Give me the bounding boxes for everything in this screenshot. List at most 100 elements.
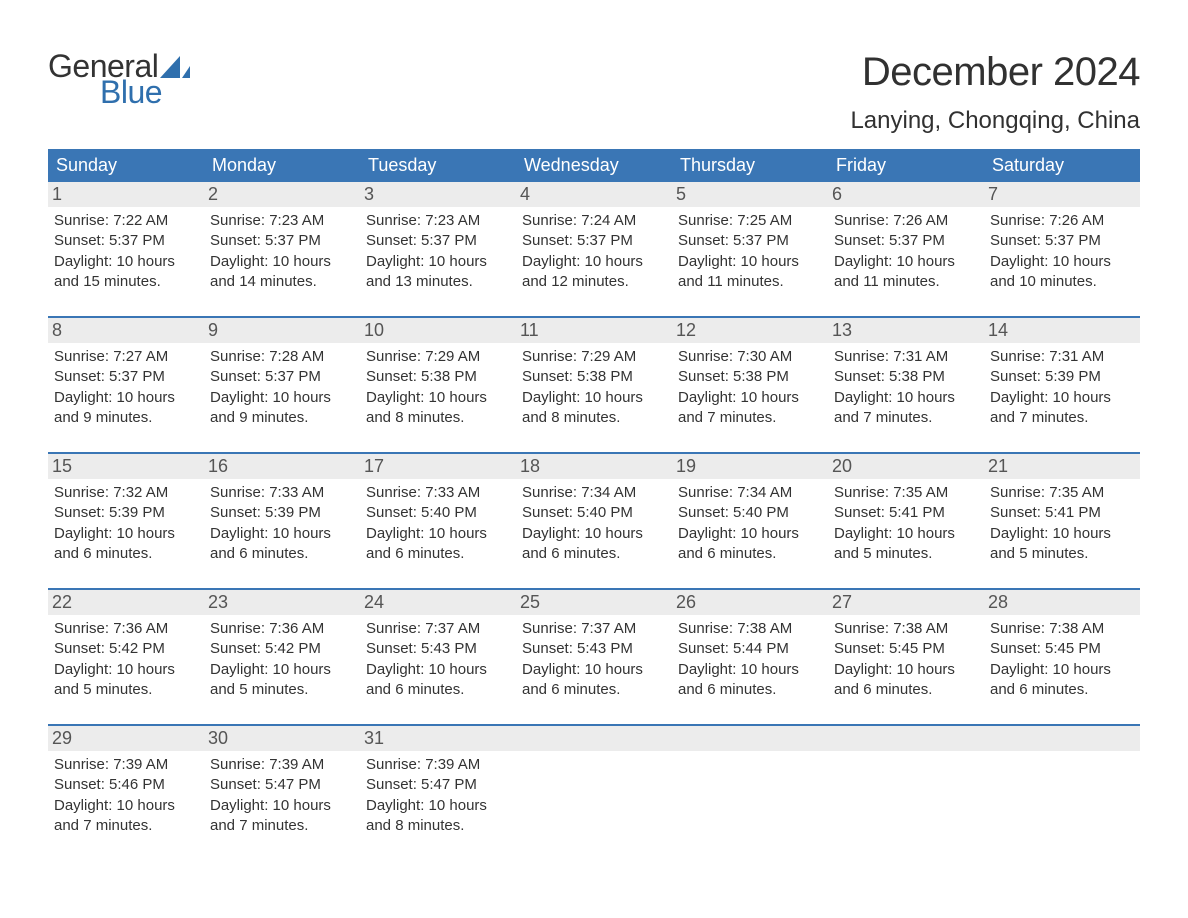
calendar-day: 28Sunrise: 7:38 AMSunset: 5:45 PMDayligh… (984, 590, 1140, 710)
day-details: Sunrise: 7:39 AMSunset: 5:47 PMDaylight:… (364, 755, 512, 836)
calendar: SundayMondayTuesdayWednesdayThursdayFrid… (48, 149, 1140, 846)
day-number: 15 (48, 454, 204, 479)
daylight-line: Daylight: 10 hours and 7 minutes. (990, 388, 1136, 429)
calendar-day: 20 Sunrise: 7:35 AMSunset: 5:41 PMDayligh… (828, 454, 984, 574)
weekday-header: Sunday (48, 149, 204, 182)
calendar-day: 6 Sunrise: 7:26 AMSunset: 5:37 PMDaylight… (828, 182, 984, 302)
sunrise-line: Sunrise: 7:33 AM (210, 483, 356, 503)
daylight-line: Daylight: 10 hours and 6 minutes. (990, 660, 1136, 701)
sunrise-line: Sunrise: 7:22 AM (54, 211, 200, 231)
sunset-line: Sunset: 5:45 PM (990, 639, 1136, 659)
sunset-line: Sunset: 5:45 PM (834, 639, 980, 659)
daylight-line: Daylight: 10 hours and 7 minutes. (210, 796, 356, 837)
weekday-header: Wednesday (516, 149, 672, 182)
day-details: Sunrise: 7:37 AMSunset: 5:43 PMDaylight:… (364, 619, 512, 700)
sunrise-line: Sunrise: 7:30 AM (678, 347, 824, 367)
calendar-day: 31 Sunrise: 7:39 AMSunset: 5:47 PMDayligh… (360, 726, 516, 846)
day-details: Sunrise: 7:23 AMSunset: 5:37 PMDaylight:… (364, 211, 512, 292)
calendar-day: 18Sunrise: 7:34 AMSunset: 5:40 PMDayligh… (516, 454, 672, 574)
sunrise-line: Sunrise: 7:36 AM (210, 619, 356, 639)
calendar-day: 11Sunrise: 7:29 AMSunset: 5:38 PMDayligh… (516, 318, 672, 438)
page-title: December 2024 (850, 50, 1140, 95)
daylight-line: Daylight: 10 hours and 5 minutes. (210, 660, 356, 701)
day-details: Sunrise: 7:29 AMSunset: 5:38 PMDaylight:… (520, 347, 668, 428)
sunset-line: Sunset: 5:43 PM (366, 639, 512, 659)
sunrise-line: Sunrise: 7:38 AM (834, 619, 980, 639)
daylight-line: Daylight: 10 hours and 8 minutes. (366, 388, 512, 429)
sunrise-line: Sunrise: 7:37 AM (522, 619, 668, 639)
day-details: Sunrise: 7:34 AMSunset: 5:40 PMDaylight:… (520, 483, 668, 564)
day-details: Sunrise: 7:35 AMSunset: 5:41 PMDaylight:… (832, 483, 980, 564)
day-details: Sunrise: 7:39 AMSunset: 5:46 PMDaylight:… (52, 755, 200, 836)
day-number: 24 (360, 590, 516, 615)
day-number: 2 (204, 182, 360, 207)
day-details: Sunrise: 7:37 AMSunset: 5:43 PMDaylight:… (520, 619, 668, 700)
day-number: 20 (828, 454, 984, 479)
sunrise-line: Sunrise: 7:29 AM (522, 347, 668, 367)
calendar-day: 21Sunrise: 7:35 AMSunset: 5:41 PMDayligh… (984, 454, 1140, 574)
day-number: 21 (984, 454, 1140, 479)
daylight-line: Daylight: 10 hours and 6 minutes. (834, 660, 980, 701)
sunset-line: Sunset: 5:46 PM (54, 775, 200, 795)
daylight-line: Daylight: 10 hours and 6 minutes. (678, 524, 824, 565)
day-details: Sunrise: 7:34 AMSunset: 5:40 PMDaylight:… (676, 483, 824, 564)
day-number (828, 726, 984, 751)
sunrise-line: Sunrise: 7:39 AM (366, 755, 512, 775)
day-number: 31 (360, 726, 516, 751)
day-details: Sunrise: 7:36 AMSunset: 5:42 PMDaylight:… (208, 619, 356, 700)
calendar-day: 4 Sunrise: 7:24 AMSunset: 5:37 PMDaylight… (516, 182, 672, 302)
day-details: Sunrise: 7:33 AMSunset: 5:39 PMDaylight:… (208, 483, 356, 564)
day-details: Sunrise: 7:24 AMSunset: 5:37 PMDaylight:… (520, 211, 668, 292)
sunset-line: Sunset: 5:38 PM (522, 367, 668, 387)
weekday-header: Friday (828, 149, 984, 182)
sunset-line: Sunset: 5:38 PM (678, 367, 824, 387)
sunset-line: Sunset: 5:37 PM (54, 231, 200, 251)
logo: General Blue (48, 50, 190, 108)
day-number: 8 (48, 318, 204, 343)
sunset-line: Sunset: 5:37 PM (678, 231, 824, 251)
day-details: Sunrise: 7:26 AMSunset: 5:37 PMDaylight:… (832, 211, 980, 292)
sunrise-line: Sunrise: 7:26 AM (834, 211, 980, 231)
calendar-day: 10Sunrise: 7:29 AMSunset: 5:38 PMDayligh… (360, 318, 516, 438)
week-row: 15Sunrise: 7:32 AMSunset: 5:39 PMDayligh… (48, 452, 1140, 574)
sunrise-line: Sunrise: 7:31 AM (834, 347, 980, 367)
daylight-line: Daylight: 10 hours and 11 minutes. (678, 252, 824, 293)
daylight-line: Daylight: 10 hours and 6 minutes. (210, 524, 356, 565)
daylight-line: Daylight: 10 hours and 9 minutes. (210, 388, 356, 429)
sunrise-line: Sunrise: 7:33 AM (366, 483, 512, 503)
day-number: 5 (672, 182, 828, 207)
calendar-day: 24 Sunrise: 7:37 AMSunset: 5:43 PMDayligh… (360, 590, 516, 710)
day-number: 4 (516, 182, 672, 207)
sunset-line: Sunset: 5:39 PM (210, 503, 356, 523)
sunset-line: Sunset: 5:38 PM (834, 367, 980, 387)
day-number: 25 (516, 590, 672, 615)
sunrise-line: Sunrise: 7:31 AM (990, 347, 1136, 367)
day-details: Sunrise: 7:31 AMSunset: 5:38 PMDaylight:… (832, 347, 980, 428)
day-number: 3 (360, 182, 516, 207)
daylight-line: Daylight: 10 hours and 5 minutes. (54, 660, 200, 701)
calendar-day: 15Sunrise: 7:32 AMSunset: 5:39 PMDayligh… (48, 454, 204, 574)
day-details: Sunrise: 7:28 AMSunset: 5:37 PMDaylight:… (208, 347, 356, 428)
day-number: 6 (828, 182, 984, 207)
day-number: 28 (984, 590, 1140, 615)
sunrise-line: Sunrise: 7:38 AM (678, 619, 824, 639)
day-number (672, 726, 828, 751)
logo-text-blue: Blue (100, 76, 190, 108)
calendar-day: 3 Sunrise: 7:23 AMSunset: 5:37 PMDaylight… (360, 182, 516, 302)
sunrise-line: Sunrise: 7:35 AM (834, 483, 980, 503)
daylight-line: Daylight: 10 hours and 6 minutes. (522, 524, 668, 565)
day-details: Sunrise: 7:33 AMSunset: 5:40 PMDaylight:… (364, 483, 512, 564)
sunrise-line: Sunrise: 7:35 AM (990, 483, 1136, 503)
week-row: 22Sunrise: 7:36 AMSunset: 5:42 PMDayligh… (48, 588, 1140, 710)
sail-icon (160, 56, 190, 78)
sunset-line: Sunset: 5:44 PM (678, 639, 824, 659)
day-details: Sunrise: 7:29 AMSunset: 5:38 PMDaylight:… (364, 347, 512, 428)
day-details: Sunrise: 7:23 AMSunset: 5:37 PMDaylight:… (208, 211, 356, 292)
sunset-line: Sunset: 5:40 PM (366, 503, 512, 523)
calendar-day: 23Sunrise: 7:36 AMSunset: 5:42 PMDayligh… (204, 590, 360, 710)
day-details: Sunrise: 7:30 AMSunset: 5:38 PMDaylight:… (676, 347, 824, 428)
sunset-line: Sunset: 5:37 PM (210, 367, 356, 387)
header: General Blue December 2024 Lanying, Chon… (48, 50, 1140, 135)
daylight-line: Daylight: 10 hours and 12 minutes. (522, 252, 668, 293)
daylight-line: Daylight: 10 hours and 7 minutes. (54, 796, 200, 837)
